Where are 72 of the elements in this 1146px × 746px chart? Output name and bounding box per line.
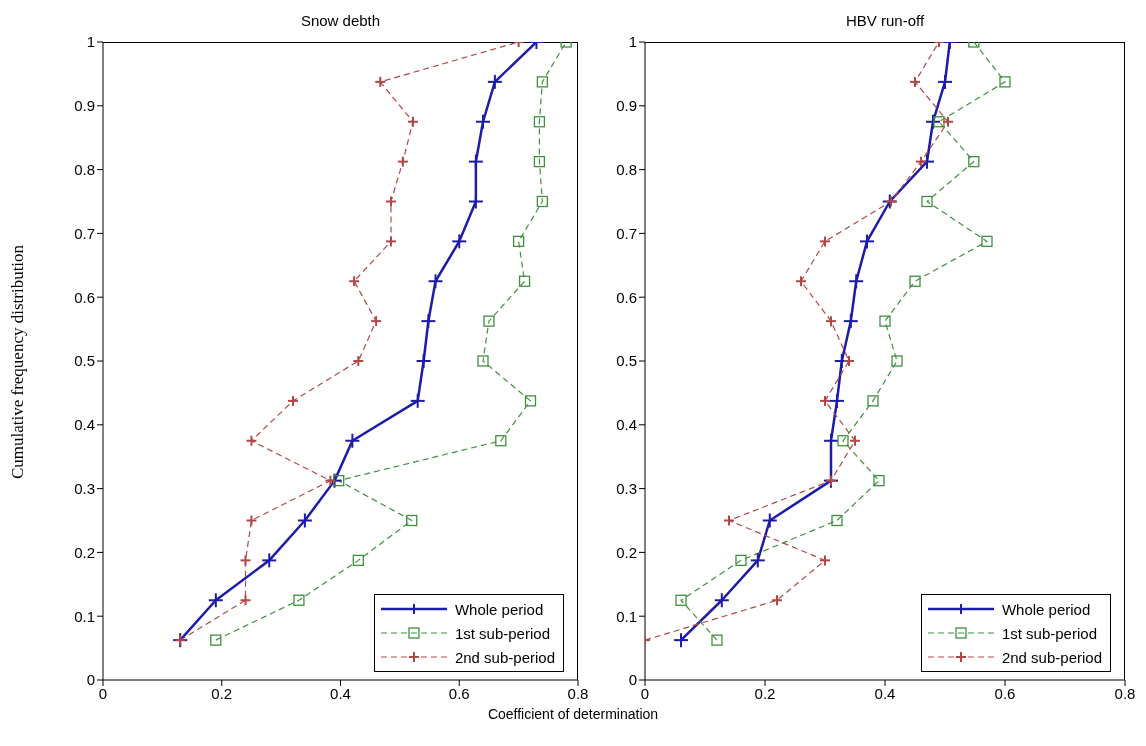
point [999,76,1011,88]
y-tick-label: 0 [628,671,637,689]
point [968,155,980,168]
point [891,355,903,367]
x-tick-label: 0 [640,684,650,702]
x-tick-label: 0.4 [330,684,351,702]
y-tick-label: 0.4 [74,416,95,434]
point [210,634,222,646]
point [406,514,418,527]
legend-label: Whole period [1001,600,1091,618]
y-tick-label: 1 [628,33,637,51]
x-tick-label: 0.6 [448,684,470,702]
y-tick-label: 0.8 [616,160,637,178]
chart-title: Snow debth [299,12,382,29]
point [477,355,489,367]
y-tick-label: 0.4 [616,416,637,434]
y-tick-label: 0.1 [74,607,95,625]
y-tick-label: 0.3 [74,479,95,497]
point [352,554,364,567]
x-tick-label: 0.4 [874,684,896,702]
x-tick-label: 0.8 [1114,684,1136,702]
legend-label: 1st sub-period [454,624,550,642]
point [518,275,531,287]
y-tick-label: 0.6 [616,288,637,306]
y-tick-label: 0.6 [74,288,95,306]
y-tick-label: 0.5 [74,352,95,370]
x-tick-label: 0.8 [567,684,589,702]
point [837,435,849,447]
point [909,275,921,287]
legend-label: 1st sub-period [1001,624,1097,642]
point [879,315,891,327]
point [933,116,945,128]
y-tick-label: 0.2 [616,543,637,561]
point [495,435,507,447]
x-axis-title: Coefficient of determination [487,706,659,722]
y-tick-label: 0 [86,671,95,689]
x-tick-label: 0 [98,684,108,702]
y-tick-label: 0.2 [74,543,95,561]
point [524,395,537,407]
point [675,594,687,606]
legend-label: 2nd sub-period [454,648,555,666]
point [533,155,546,168]
y-tick-label: 0.5 [616,352,637,370]
point [536,76,549,88]
y-tick-label: 0.9 [74,97,95,115]
point [831,514,843,527]
point [867,395,879,407]
y-tick-label: 0.7 [74,224,95,242]
point [921,195,933,208]
y-tick-label: 0.3 [616,479,637,497]
y-tick-label: 0.9 [616,97,637,115]
y-tick-label: 0.7 [616,224,637,242]
point [512,235,525,248]
point [873,474,885,487]
legend-label: Whole period [454,600,544,618]
point [483,315,495,327]
point [333,474,345,487]
y-tick-label: 0.8 [74,160,95,178]
point [981,235,993,248]
point [711,634,723,646]
x-tick-label: 0.2 [211,684,233,702]
x-tick-label: 0.6 [994,684,1016,702]
point [536,195,549,208]
y-axis-title: Cumulative frequency distribution [8,244,28,480]
y-tick-label: 0.1 [616,607,637,625]
x-tick-label: 0.2 [754,684,776,702]
y-tick-label: 1 [86,33,95,51]
point [293,594,305,606]
point [735,554,747,567]
legend-label: 2nd sub-period [1001,648,1102,666]
point [533,116,546,128]
chart-title: HBV run-off [844,12,926,29]
